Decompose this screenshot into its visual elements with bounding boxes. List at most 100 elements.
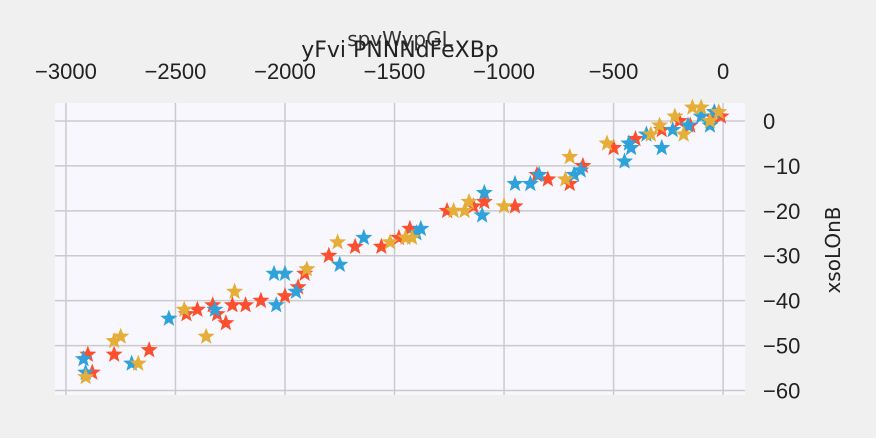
data-point-star	[574, 156, 592, 174]
data-point-star	[355, 228, 373, 246]
data-point-star	[506, 197, 524, 214]
data-point-star	[561, 174, 579, 192]
data-point-star	[556, 170, 574, 187]
data-point-star	[79, 345, 97, 362]
x-tick-label: −2000	[254, 59, 316, 84]
data-point-star	[683, 98, 701, 115]
y-tick-label: −30	[763, 244, 800, 269]
data-point-star	[83, 363, 101, 380]
data-point-star	[506, 174, 524, 192]
data-point-star	[320, 246, 338, 264]
data-point-star	[666, 107, 684, 124]
y-tick-label: −20	[763, 199, 800, 224]
data-point-star	[237, 296, 255, 313]
data-point-star	[530, 165, 548, 183]
chart-title: yFvi PNNNdFeXBp	[301, 38, 499, 63]
data-point-star	[651, 116, 669, 133]
data-point-star	[626, 129, 645, 147]
data-point-star	[217, 314, 235, 331]
data-point-star	[206, 300, 224, 317]
data-point-star	[129, 354, 147, 371]
data-point-star	[197, 327, 215, 344]
y-tick-label: −50	[763, 334, 800, 359]
y-tick-label: −40	[763, 289, 800, 314]
data-point-star	[403, 228, 421, 246]
data-point-star	[622, 138, 640, 156]
data-point-star	[605, 138, 623, 156]
x-axis-label: spvWypGL	[347, 27, 453, 51]
data-point-star	[521, 174, 539, 192]
data-point-star	[475, 192, 493, 210]
data-point-star	[407, 224, 425, 241]
data-point-star	[396, 228, 415, 246]
data-point-star	[123, 354, 141, 371]
data-point-star	[565, 165, 583, 183]
data-point-star	[456, 201, 474, 219]
data-point-star	[112, 327, 130, 344]
data-point-star	[204, 296, 222, 313]
data-point-star	[276, 264, 294, 281]
data-point-star	[140, 341, 158, 358]
data-point-star	[401, 219, 419, 237]
axes: −3000 −2500 −2000 −1500 −1000 −500 0 0 −10 −20 −30…	[35, 59, 800, 404]
data-point-star	[223, 296, 241, 313]
data-point-star	[710, 102, 728, 120]
data-point-star	[473, 206, 491, 223]
data-point-star	[289, 278, 307, 295]
data-point-star	[267, 296, 285, 313]
data-point-star	[329, 233, 347, 250]
data-point-star	[74, 350, 93, 367]
x-tick-label: −1000	[473, 59, 535, 84]
data-point-star	[175, 300, 193, 317]
data-point-star	[252, 291, 270, 308]
data-point-star	[615, 152, 634, 169]
data-point-star	[692, 107, 710, 124]
data-point-star	[460, 192, 478, 210]
data-point-star	[287, 282, 305, 299]
data-point-star	[679, 116, 697, 133]
data-point-star	[464, 197, 482, 214]
data-point-star	[664, 120, 682, 138]
data-point-star	[160, 309, 178, 326]
data-point-star	[701, 111, 719, 129]
y-tick-label: 0	[763, 109, 775, 134]
x-tick-label: −500	[589, 59, 639, 84]
x-tick-label: −1500	[364, 59, 426, 84]
x-tick-label: −2500	[145, 59, 207, 84]
data-point-star	[276, 287, 294, 304]
x-tick-label: 0	[717, 59, 729, 84]
data-point-star	[105, 332, 123, 349]
data-point-star	[653, 138, 671, 156]
data-point-star	[475, 183, 493, 201]
data-point-star	[77, 368, 95, 385]
data-point-star	[381, 233, 399, 250]
data-point-star	[105, 345, 123, 362]
data-point-star	[188, 300, 206, 317]
data-point-star	[445, 201, 463, 219]
data-point-star	[346, 237, 364, 255]
data-point-star	[561, 147, 579, 165]
data-point-star	[675, 125, 693, 142]
data-point-star	[226, 282, 244, 299]
data-point-star	[642, 125, 660, 142]
data-point-star	[495, 197, 513, 214]
data-point-star	[539, 170, 557, 187]
data-point-star	[412, 219, 430, 237]
data-point-star	[331, 255, 349, 272]
data-point-star	[670, 111, 688, 129]
data-point-star	[265, 264, 283, 281]
data-point-star	[620, 134, 638, 151]
data-point-star	[298, 260, 316, 277]
y-tick-label: −10	[763, 154, 800, 179]
data-point-star	[598, 134, 616, 151]
data-point-star	[692, 98, 710, 115]
data-point-star	[372, 237, 390, 255]
x-tick-label: −3000	[35, 59, 97, 84]
data-point-star	[438, 201, 456, 219]
y-axis-label: xsoLOnB	[821, 206, 845, 293]
data-points	[74, 98, 730, 385]
data-point-star	[390, 228, 408, 246]
y-tick-label: −60	[763, 379, 800, 404]
data-point-star	[572, 161, 590, 178]
